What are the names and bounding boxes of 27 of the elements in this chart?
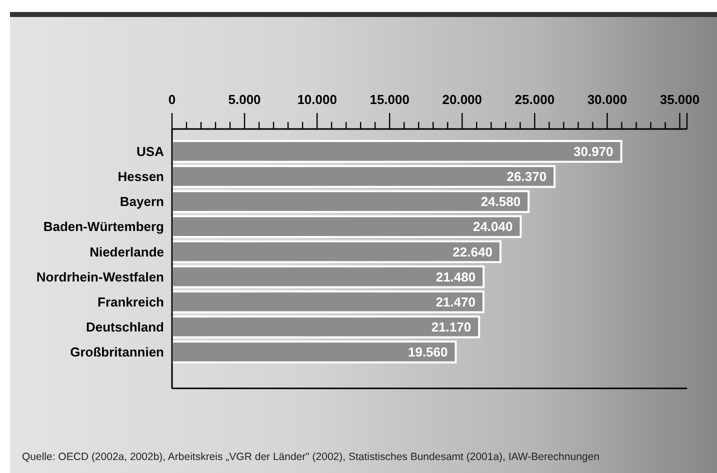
x-tick-label: 20.000 <box>442 92 482 107</box>
x-tick-label: 35.000 <box>660 92 700 107</box>
data-label: 30.970 <box>574 144 614 159</box>
data-label: 22.640 <box>452 244 492 260</box>
y-tick-label: Bayern <box>120 194 164 210</box>
y-tick-label: Frankreich <box>98 294 164 310</box>
data-label: 19.560 <box>408 344 448 360</box>
data-label: 24.580 <box>480 194 521 210</box>
source-note: Quelle: OECD (2002a, 2002b), Arbeitskreis „VGR der Länder" (2002), Statistisches Bundesamt (2001a), IAW-Berechnungen <box>22 451 600 463</box>
y-tick-label: Großbritannien <box>70 344 164 360</box>
data-label: 26.370 <box>506 169 547 184</box>
x-tick-label: 5.000 <box>228 92 261 107</box>
x-tick-label: 10.000 <box>297 92 337 107</box>
data-label: 21.470 <box>436 294 476 310</box>
y-tick-label: Baden-Würtemberg <box>43 219 164 234</box>
x-tick-label: 30.000 <box>587 92 628 107</box>
x-tick-label: 25.000 <box>514 92 555 107</box>
y-tick-label: Hessen <box>118 169 164 184</box>
y-tick-label: Niederlande <box>90 244 164 260</box>
data-label: 21.480 <box>436 269 476 284</box>
data-label: 24.040 <box>472 219 513 234</box>
x-tick-label: 15.000 <box>370 92 410 107</box>
data-label: 21.170 <box>431 319 472 334</box>
y-tick-label: Deutschland <box>86 319 164 334</box>
x-tick-label: 0 <box>168 92 176 107</box>
y-tick-label: Nordrhein-Westfalen <box>36 269 164 284</box>
y-tick-label: USA <box>136 144 165 159</box>
